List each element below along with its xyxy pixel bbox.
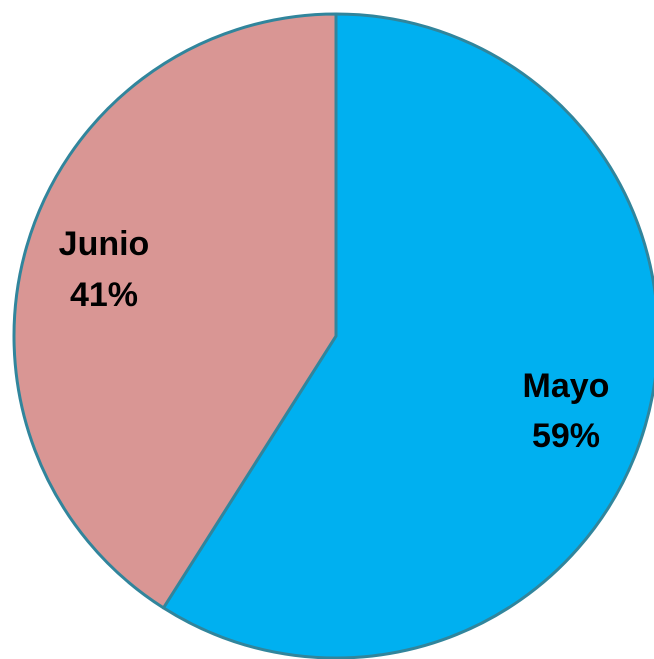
slice-label-mayo: Mayo (523, 367, 610, 405)
slice-value-junio: 41% (70, 276, 138, 314)
labels-layer: Mayo 59% Junio 41% (59, 225, 610, 455)
pie-slice-junio (12, 12, 338, 610)
slices-layer (12, 12, 654, 659)
slice-value-mayo: 59% (532, 417, 600, 455)
slice-label-junio: Junio (59, 225, 150, 263)
pie-slice-mayo (161, 12, 654, 659)
